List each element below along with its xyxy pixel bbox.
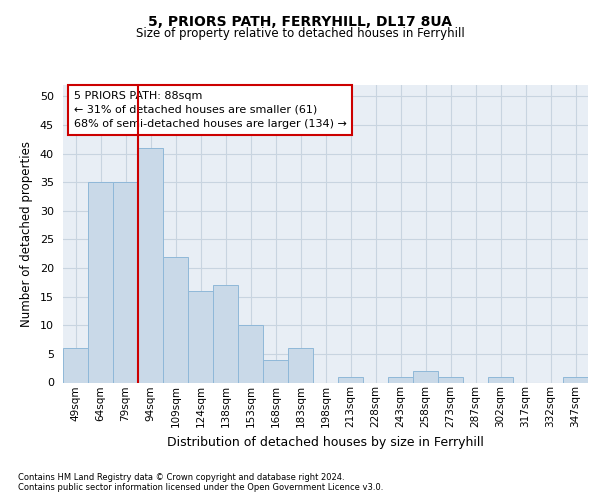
Y-axis label: Number of detached properties: Number of detached properties	[20, 141, 33, 327]
Text: 5 PRIORS PATH: 88sqm
← 31% of detached houses are smaller (61)
68% of semi-detac: 5 PRIORS PATH: 88sqm ← 31% of detached h…	[74, 91, 346, 129]
Bar	[563, 377, 588, 382]
Bar	[288, 348, 313, 382]
Bar	[263, 360, 288, 382]
Bar	[138, 148, 163, 382]
Bar	[238, 326, 263, 382]
Bar	[88, 182, 113, 382]
Bar	[413, 371, 438, 382]
Bar	[188, 291, 213, 382]
Bar	[388, 377, 413, 382]
Text: Contains public sector information licensed under the Open Government Licence v3: Contains public sector information licen…	[18, 484, 383, 492]
Bar	[438, 377, 463, 382]
X-axis label: Distribution of detached houses by size in Ferryhill: Distribution of detached houses by size …	[167, 436, 484, 448]
Text: Size of property relative to detached houses in Ferryhill: Size of property relative to detached ho…	[136, 28, 464, 40]
Text: 5, PRIORS PATH, FERRYHILL, DL17 8UA: 5, PRIORS PATH, FERRYHILL, DL17 8UA	[148, 15, 452, 29]
Bar	[163, 256, 188, 382]
Text: Contains HM Land Registry data © Crown copyright and database right 2024.: Contains HM Land Registry data © Crown c…	[18, 472, 344, 482]
Bar	[113, 182, 138, 382]
Bar	[213, 285, 238, 382]
Bar	[488, 377, 513, 382]
Bar	[338, 377, 363, 382]
Bar	[63, 348, 88, 382]
